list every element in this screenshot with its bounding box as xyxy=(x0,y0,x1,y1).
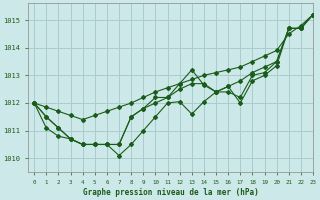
X-axis label: Graphe pression niveau de la mer (hPa): Graphe pression niveau de la mer (hPa) xyxy=(83,188,259,197)
